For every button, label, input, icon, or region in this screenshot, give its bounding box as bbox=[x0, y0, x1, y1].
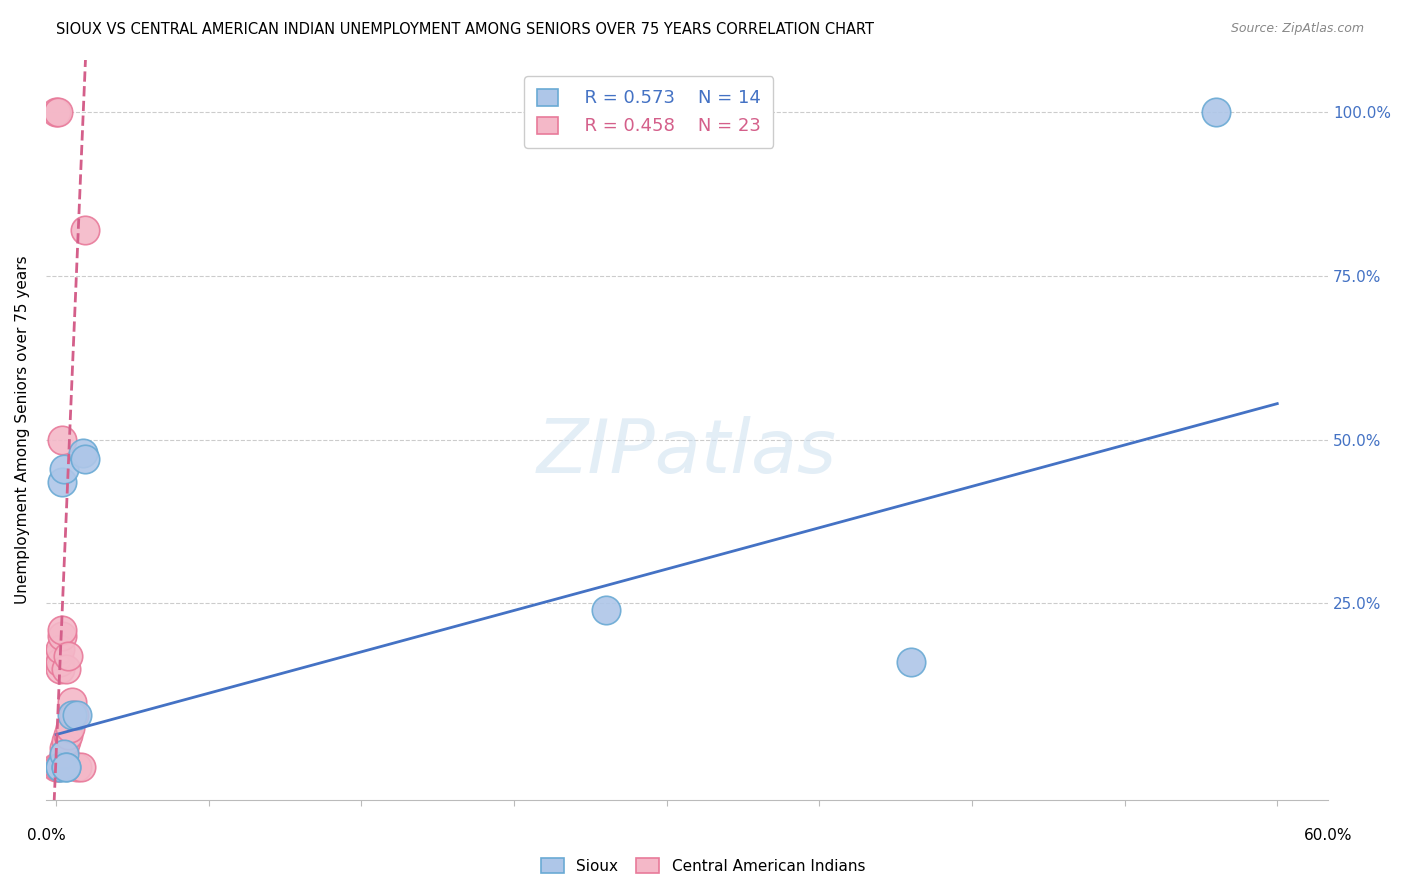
Point bbox=[53, 747, 76, 762]
Point bbox=[55, 760, 77, 774]
Point bbox=[45, 105, 67, 120]
Point bbox=[62, 695, 84, 709]
Point bbox=[58, 727, 80, 741]
Point bbox=[49, 662, 72, 676]
Point bbox=[73, 223, 96, 237]
Y-axis label: Unemployment Among Seniors over 75 years: Unemployment Among Seniors over 75 years bbox=[15, 255, 30, 604]
Point bbox=[59, 721, 82, 735]
Point bbox=[51, 623, 73, 637]
Point bbox=[49, 760, 72, 774]
Point bbox=[53, 462, 76, 476]
Text: SIOUX VS CENTRAL AMERICAN INDIAN UNEMPLOYMENT AMONG SENIORS OVER 75 YEARS CORREL: SIOUX VS CENTRAL AMERICAN INDIAN UNEMPLO… bbox=[56, 22, 875, 37]
Point bbox=[46, 105, 69, 120]
Point bbox=[46, 648, 69, 663]
Point bbox=[55, 734, 77, 748]
Text: 60.0%: 60.0% bbox=[1303, 829, 1353, 843]
Point bbox=[69, 760, 91, 774]
Point bbox=[49, 642, 72, 657]
Text: 0.0%: 0.0% bbox=[27, 829, 65, 843]
Point bbox=[1205, 105, 1227, 120]
Legend:   R = 0.573    N = 14,   R = 0.458    N = 23: R = 0.573 N = 14, R = 0.458 N = 23 bbox=[524, 76, 773, 148]
Point bbox=[55, 662, 77, 676]
Point bbox=[72, 446, 94, 460]
Legend: Sioux, Central American Indians: Sioux, Central American Indians bbox=[534, 852, 872, 880]
Point bbox=[49, 760, 72, 774]
Point bbox=[900, 656, 922, 670]
Point bbox=[51, 629, 73, 643]
Point bbox=[65, 760, 87, 774]
Point bbox=[45, 760, 67, 774]
Point bbox=[49, 656, 72, 670]
Point bbox=[53, 740, 76, 755]
Point bbox=[62, 707, 84, 722]
Point bbox=[65, 707, 87, 722]
Point bbox=[595, 603, 617, 617]
Point bbox=[63, 707, 86, 722]
Point bbox=[51, 433, 73, 447]
Point bbox=[58, 648, 80, 663]
Point bbox=[53, 747, 76, 762]
Point bbox=[51, 475, 73, 490]
Text: ZIPatlas: ZIPatlas bbox=[537, 416, 837, 488]
Point bbox=[55, 760, 77, 774]
Point bbox=[46, 760, 69, 774]
Point bbox=[73, 452, 96, 467]
Text: Source: ZipAtlas.com: Source: ZipAtlas.com bbox=[1230, 22, 1364, 36]
